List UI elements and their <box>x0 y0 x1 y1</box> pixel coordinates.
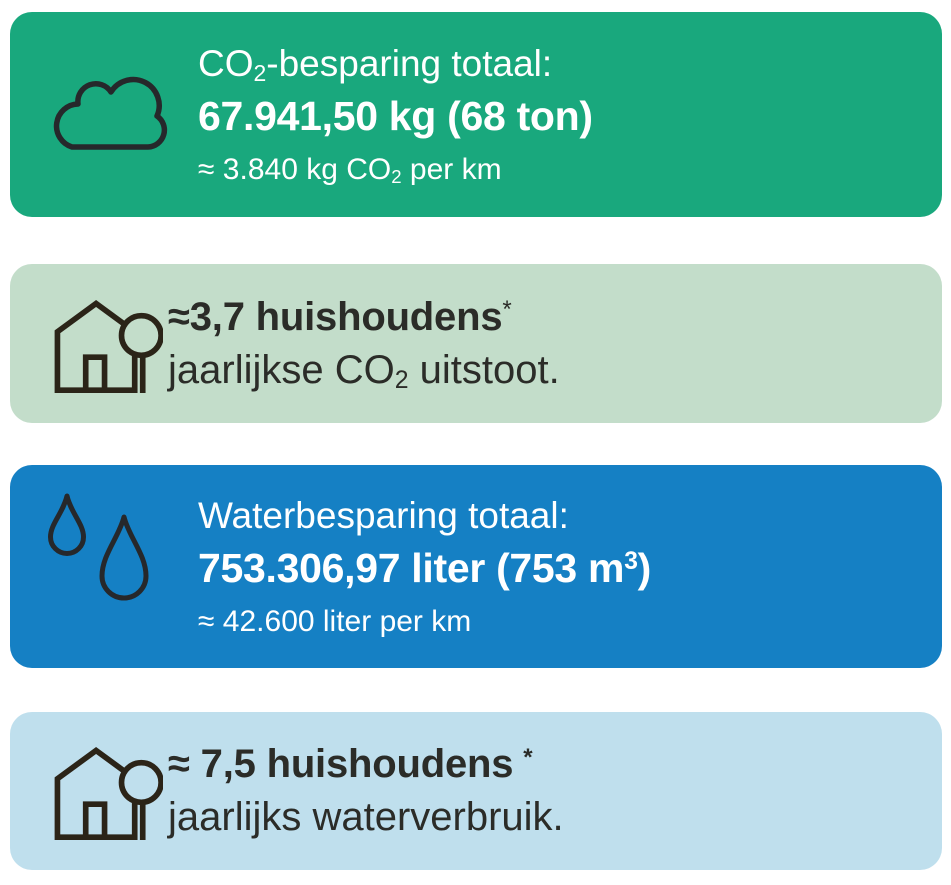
co2-total-text: CO2-besparing totaal: 67.941,50 kg (68 t… <box>198 43 593 186</box>
water-total-card: Waterbesparing totaal: 753.306,97 liter … <box>10 465 942 668</box>
water-total-title: Waterbesparing totaal: <box>198 495 569 537</box>
water-total-value: 753.306,97 liter (753 m3) <box>198 544 651 591</box>
asterisk: * <box>523 743 533 771</box>
water-households-card: ≈ 7,5 huishoudens * jaarlijks waterverbru… <box>10 712 942 870</box>
co2-households-title: ≈3,7 huishoudens* <box>168 294 512 339</box>
cloud-icon <box>48 61 198 153</box>
co2-households-subtitle: jaarlijkse CO2 uitstoot. <box>168 347 560 394</box>
house-tree-icon <box>48 295 168 393</box>
co2-households-card: ≈3,7 huishoudens* jaarlijkse CO2 uitstoo… <box>10 264 942 423</box>
house-tree-icon <box>48 742 168 840</box>
co2-total-card: CO2-besparing totaal: 67.941,50 kg (68 t… <box>10 12 942 217</box>
co2-total-title: CO2-besparing totaal: <box>198 43 553 87</box>
asterisk: * <box>502 296 512 324</box>
water-households-text: ≈ 7,5 huishoudens * jaarlijks waterverbru… <box>168 742 564 840</box>
water-households-subtitle: jaarlijks waterverbruik. <box>168 795 564 839</box>
co2-households-text: ≈3,7 huishoudens* jaarlijkse CO2 uitstoo… <box>168 294 560 394</box>
water-total-text: Waterbesparing totaal: 753.306,97 liter … <box>198 495 651 638</box>
water-drops-icon <box>48 493 198 601</box>
co2-per-km-note: ≈ 3.840 kg CO2 per km <box>198 152 502 187</box>
co2-total-value: 67.941,50 kg (68 ton) <box>198 92 593 139</box>
water-per-km-note: ≈ 42.600 liter per km <box>198 604 472 638</box>
water-households-title: ≈ 7,5 huishoudens * <box>168 742 533 787</box>
